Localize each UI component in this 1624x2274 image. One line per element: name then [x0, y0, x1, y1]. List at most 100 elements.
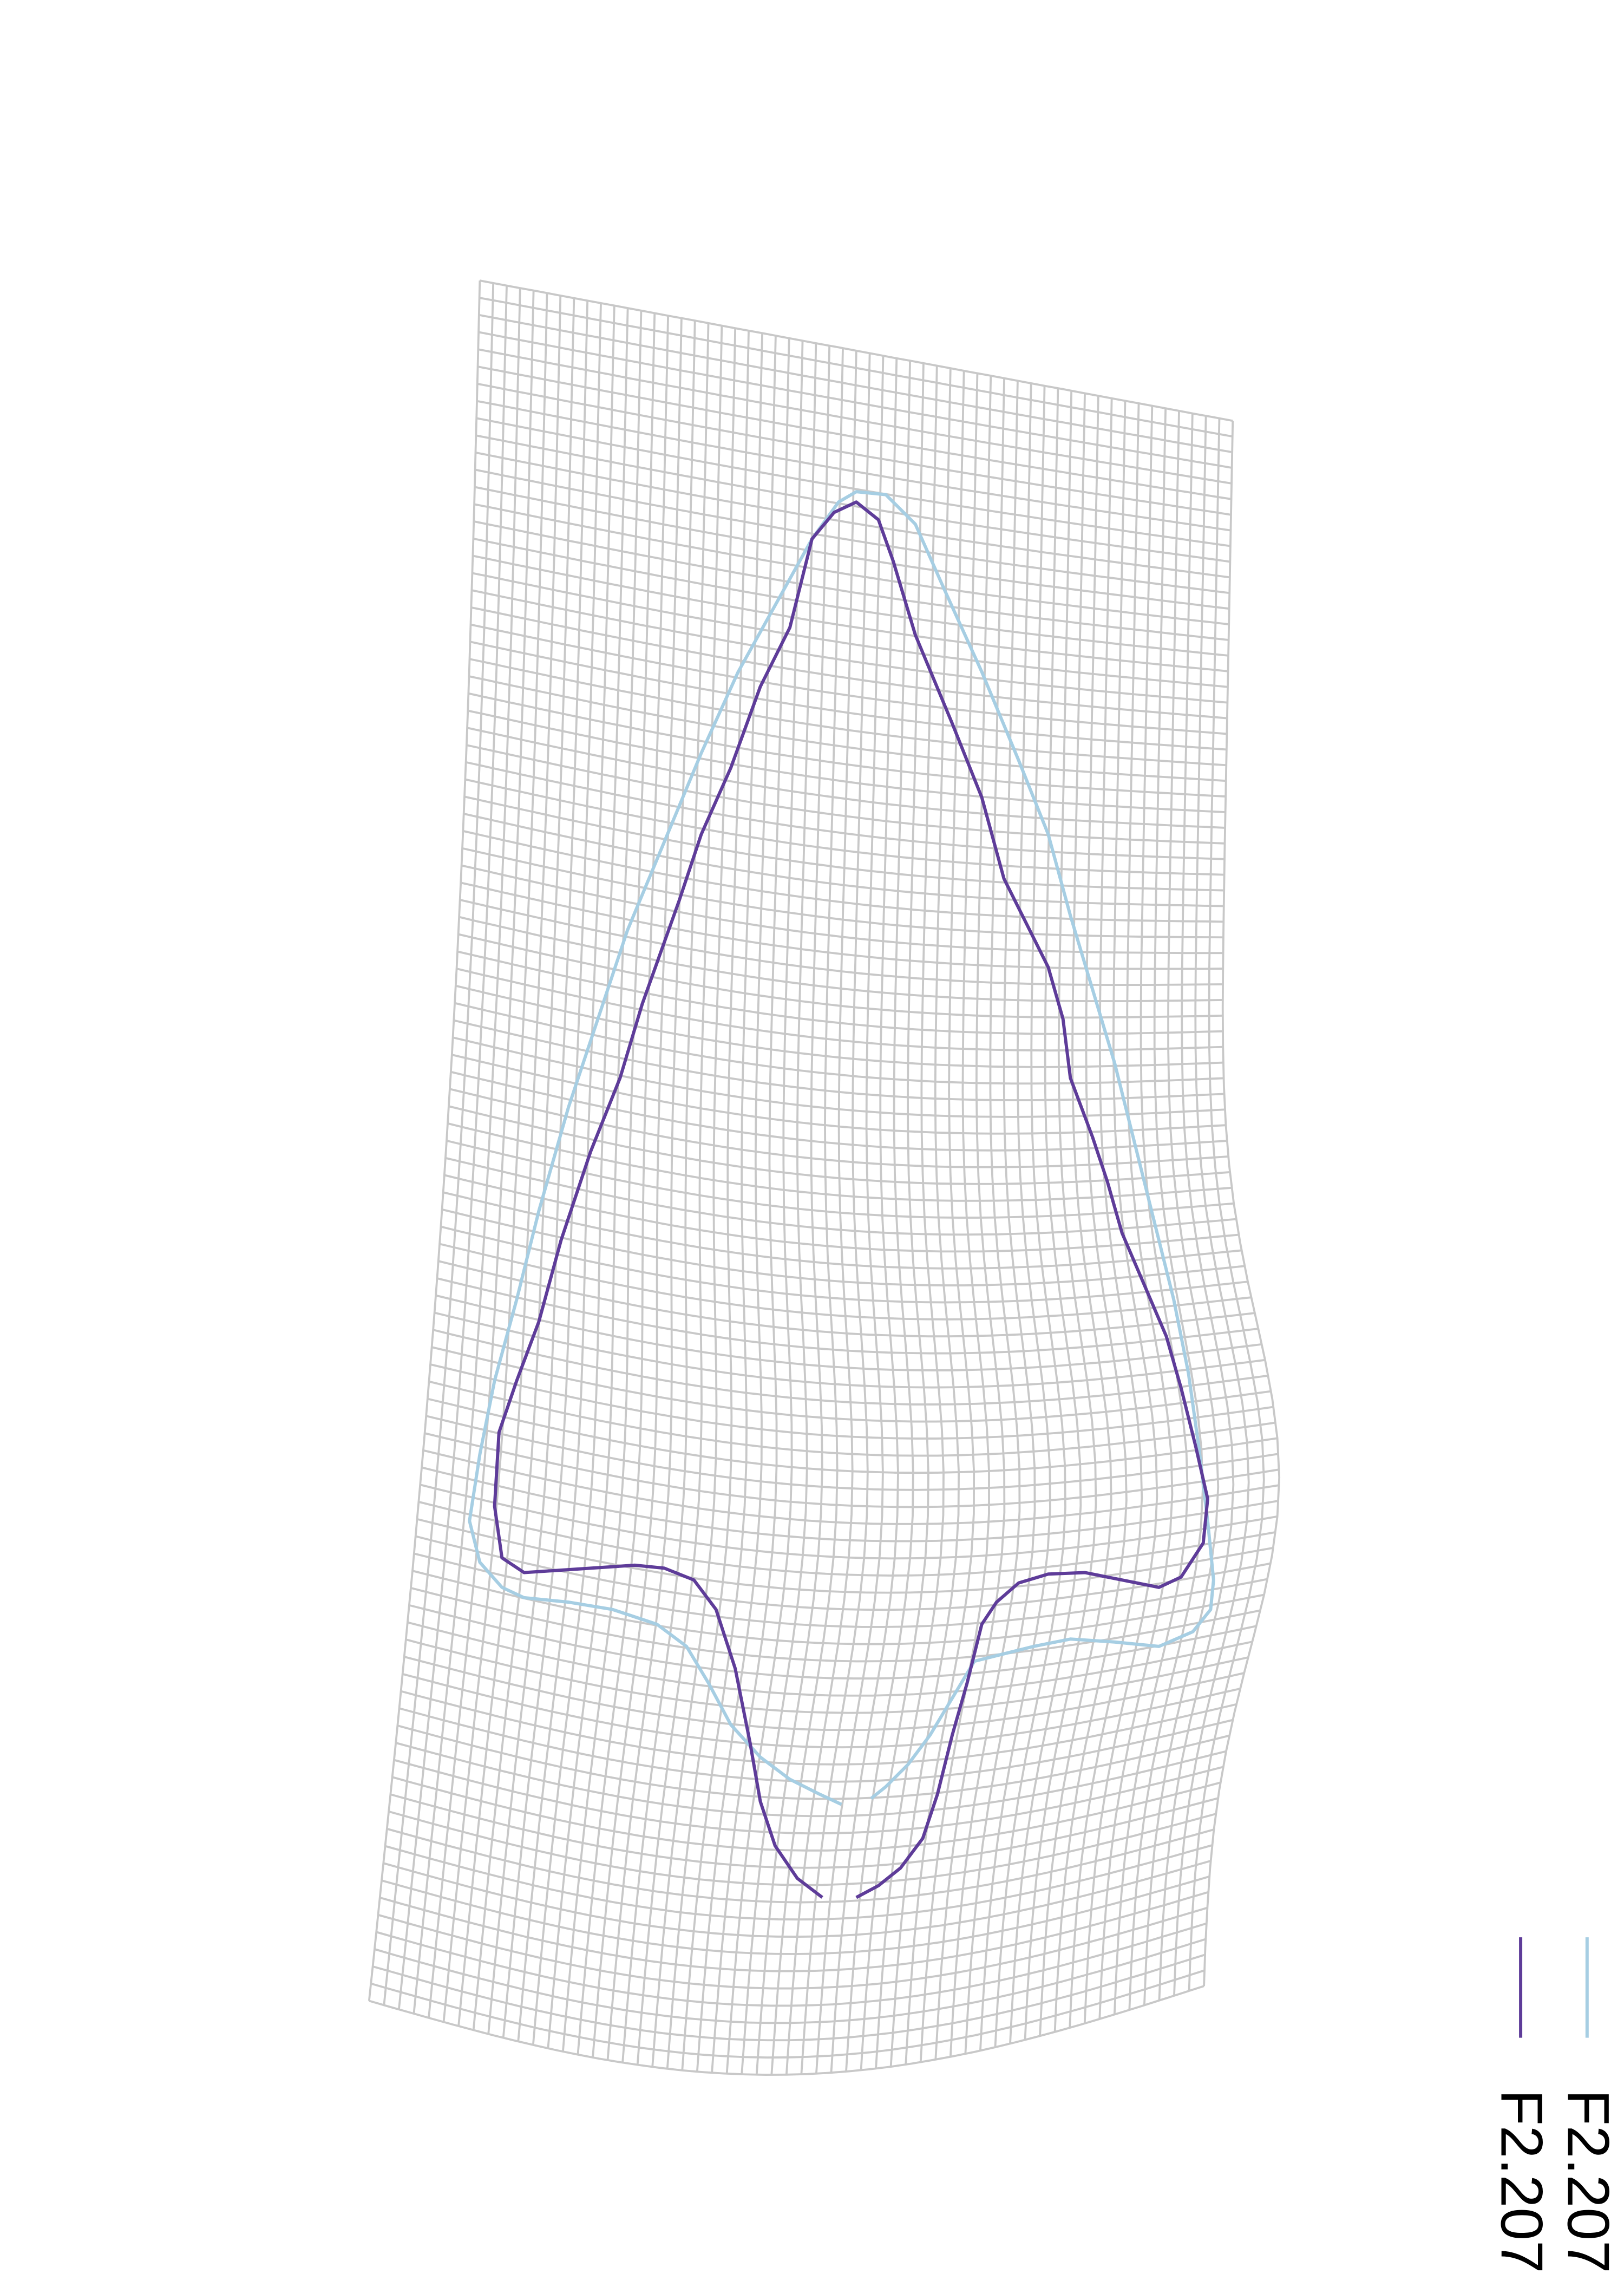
- grid-line: [440, 1225, 1248, 1304]
- grid-line: [478, 348, 1232, 485]
- grid-line: [425, 1415, 1279, 1491]
- grid-line: [453, 1019, 1224, 1101]
- grid-line: [475, 434, 1230, 563]
- grid-line: [433, 1329, 1268, 1406]
- grid-line: [467, 709, 1226, 813]
- grid-line: [431, 1346, 1272, 1423]
- grid-line: [478, 331, 1232, 469]
- grid-line: [475, 468, 1230, 594]
- grid-line: [466, 761, 1225, 860]
- grid-line: [461, 864, 1223, 955]
- grid-line: [414, 1552, 1268, 1628]
- grid-line: [388, 1810, 1216, 1886]
- outline: [493, 500, 1209, 1899]
- grid-line: [464, 778, 1224, 876]
- grid-line: [471, 606, 1228, 720]
- grid-line: [443, 1191, 1242, 1270]
- grid-line: [439, 1243, 1252, 1321]
- grid-line: [476, 400, 1231, 532]
- grid-line: [442, 1208, 1245, 1286]
- grid-line: [435, 1294, 1262, 1371]
- grid-line: [423, 1449, 1280, 1525]
- grid-line: [420, 1484, 1278, 1560]
- grid-line: [387, 1827, 1214, 1904]
- grid-line: [402, 1673, 1241, 1749]
- grid-line: [449, 1088, 1228, 1168]
- grid-line: [418, 1501, 1276, 1577]
- grid-line: [383, 1860, 1212, 1938]
- grid-line: [404, 1656, 1245, 1731]
- grid-line: [463, 830, 1224, 923]
- grid-line: [469, 675, 1226, 782]
- grid-line: [474, 503, 1229, 625]
- grid-line: [473, 520, 1229, 641]
- grid-line: [477, 382, 1232, 516]
- legend-label: F2.2073: [1555, 2089, 1621, 2274]
- grid-line: [447, 1122, 1232, 1202]
- grid-line: [472, 554, 1228, 672]
- grid-line: [460, 899, 1223, 986]
- grid-line: [412, 1570, 1265, 1645]
- grid-line: [424, 1432, 1280, 1508]
- grid-line: [434, 1311, 1266, 1389]
- outline: [468, 490, 1215, 1806]
- legend-label: F2.2072: [1489, 2089, 1555, 2274]
- grid-line: [392, 1776, 1221, 1852]
- grid-line: [376, 1922, 1207, 2007]
- grid-line: [451, 1054, 1226, 1135]
- grid-line: [390, 1793, 1219, 1869]
- grid-line: [444, 1174, 1239, 1253]
- grid-line: [464, 795, 1224, 892]
- grid-line: [466, 744, 1225, 845]
- grid-line: [474, 486, 1229, 610]
- grid-line: [430, 1363, 1274, 1440]
- grid-line: [395, 1742, 1227, 1818]
- grid-line: [460, 881, 1223, 970]
- grid-line: [477, 365, 1232, 500]
- grid-line: [592, 318, 683, 2058]
- grid-line: [473, 538, 1229, 657]
- grid-line: [471, 589, 1228, 704]
- grid-line: [407, 1621, 1253, 1697]
- deformation-grid: [368, 279, 1281, 2076]
- grid-line: [479, 297, 1233, 438]
- grid-line: [456, 968, 1223, 1052]
- grid-line: [397, 1724, 1230, 1800]
- grid-line: [462, 847, 1223, 939]
- grid-line: [394, 1759, 1224, 1835]
- grid-line: [410, 1587, 1261, 1663]
- grid-line: [480, 279, 1233, 422]
- grid-line: [377, 1906, 1208, 1990]
- grid-line: [467, 727, 1226, 829]
- grid-line: [372, 1953, 1206, 2042]
- grid-line: [455, 984, 1223, 1068]
- grid-line: [370, 1969, 1205, 2059]
- grid-line: [379, 1891, 1209, 1972]
- grid-line: [472, 572, 1228, 688]
- grid-line: [429, 1380, 1276, 1457]
- grid-line: [463, 813, 1224, 907]
- grid-line: [385, 1844, 1213, 1921]
- grid-line: [405, 1638, 1249, 1714]
- grid-line: [409, 1604, 1257, 1680]
- grid-line: [454, 1002, 1224, 1085]
- grid-line: [469, 658, 1227, 767]
- grid-line: [457, 950, 1223, 1035]
- grid-line: [448, 1105, 1230, 1185]
- grid-line: [469, 641, 1227, 751]
- grid-line: [476, 417, 1231, 547]
- grid-line: [517, 305, 615, 2042]
- grid-line: [369, 1985, 1204, 2076]
- grid-line: [417, 1518, 1274, 1594]
- grid-line: [427, 1397, 1278, 1474]
- grid-line: [458, 933, 1223, 1019]
- grid-line: [479, 313, 1233, 453]
- grid-line: [412, 288, 521, 2014]
- grid-line: [374, 1938, 1206, 2024]
- grid-line: [636, 325, 723, 2065]
- grid-line: [421, 1466, 1279, 1543]
- grid-line: [400, 1690, 1237, 1766]
- legend: F2.2073 F2.2072: [1489, 1937, 1621, 2274]
